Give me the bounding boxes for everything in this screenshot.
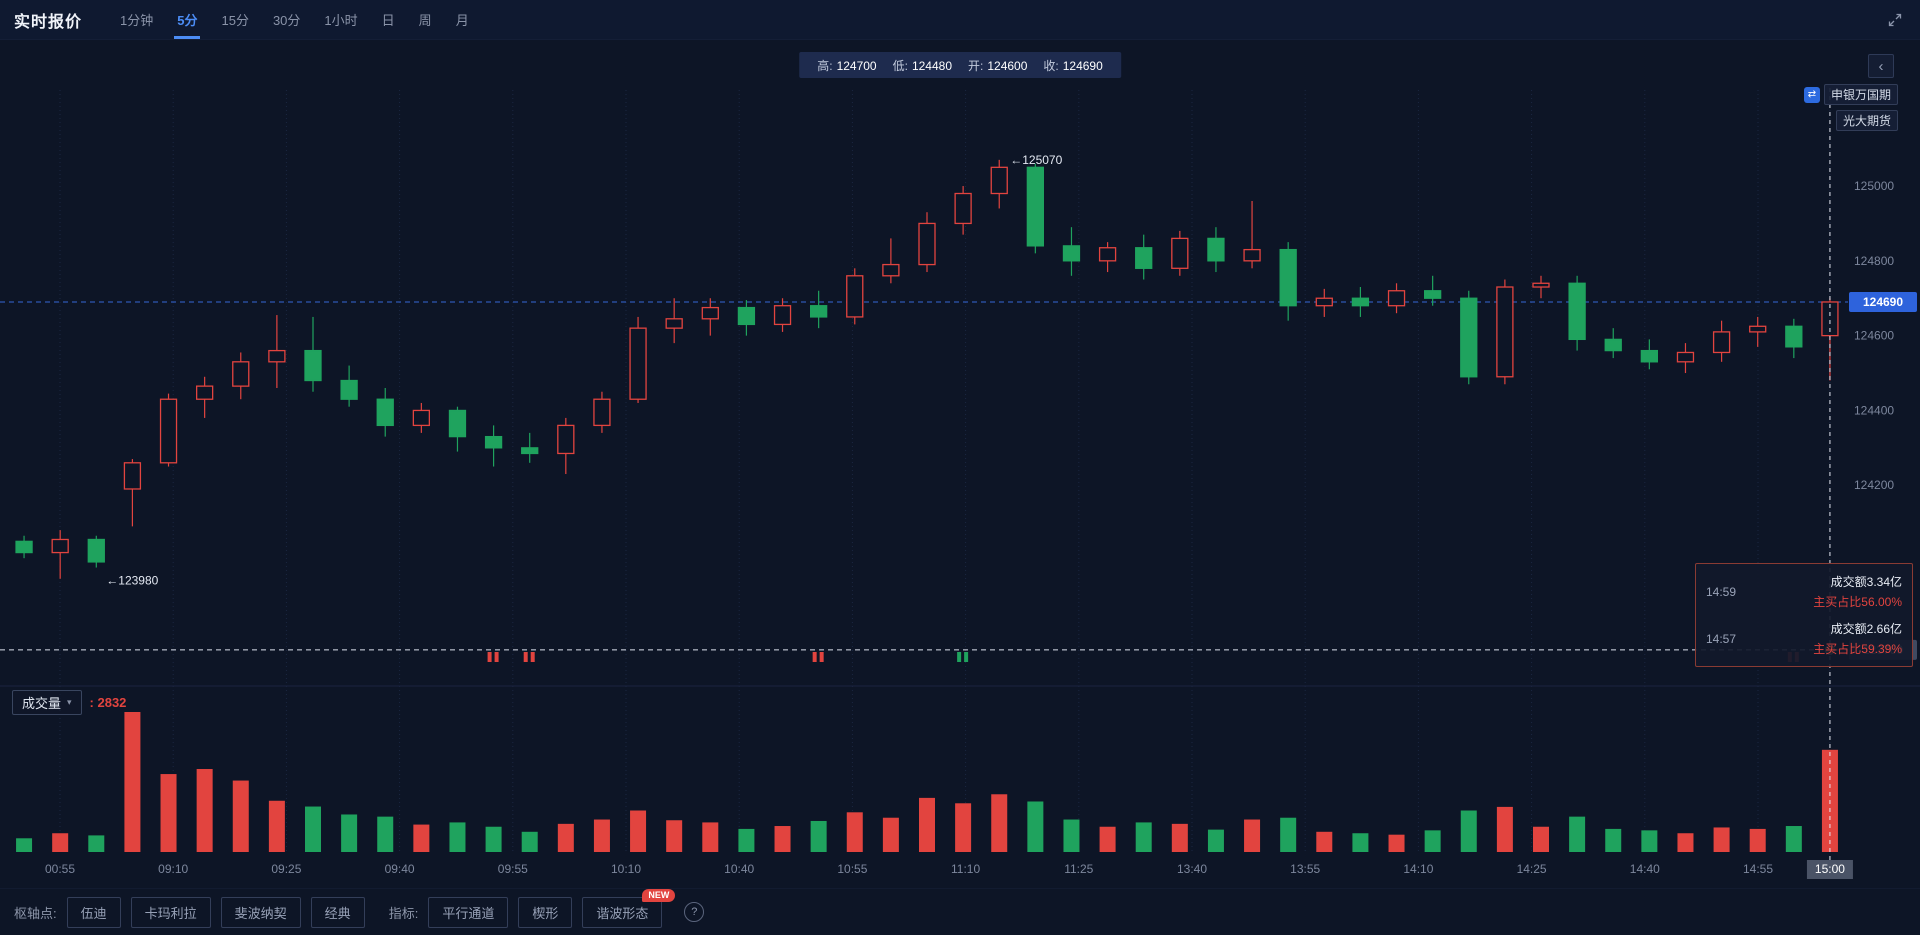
svg-text:14:10: 14:10 [1403,862,1433,876]
tooltip-time: 14:59 [1706,584,1737,599]
svg-text:←123980: ←123980 [106,574,158,588]
volume-indicator-selector[interactable]: 成交量 ▾ [12,690,82,715]
candlestick-chart[interactable]: ←125070←12398012500012480012460012440012… [0,40,1920,888]
tooltip-row: 14:57 成交额2.66亿主买占比59.39% [1696,615,1912,662]
indicator-button-0[interactable]: 平行通道 [428,896,509,928]
fullscreen-icon[interactable] [1884,9,1906,31]
svg-text:00:55: 00:55 [45,862,75,876]
chart-area: ←125070 ←123980 125000 124800 124600 124400 12… [0,40,1920,888]
top-bar: 实时报价 1分钟 5分 15分 30分 1小时 日 周 月 [0,0,1920,40]
svg-text:09:10: 09:10 [158,862,188,876]
svg-text:←125070: ←125070 [1010,153,1062,167]
broker-tag-row: ⇄ 申银万国期 [1803,84,1898,105]
signal-markers [487,652,1799,662]
svg-text:09:55: 09:55 [498,862,528,876]
svg-text:13:40: 13:40 [1177,862,1207,876]
tooltip-values: 成交额2.66亿主买占比59.39% [1813,620,1902,657]
tooltip-buy-ratio: 主买占比59.39% [1813,642,1902,656]
svg-text:124600: 124600 [1854,329,1894,343]
period-tab-1[interactable]: 5分 [174,0,201,39]
broker-tag[interactable]: 光大期货 [1835,110,1898,131]
tooltip-time: 14:57 [1706,631,1737,646]
indicator-button-2[interactable]: 谐波形态 NEW [582,888,676,928]
svg-text:14:25: 14:25 [1517,862,1547,876]
tooltip-amount: 成交额3.34亿 [1830,575,1902,589]
svg-text:10:55: 10:55 [837,862,867,876]
trade-detail-tooltip: 14:59 成交额3.34亿 主买占比56.00% 14:57 成交额2.66亿 主买占比… [1695,563,1913,667]
period-tab-3[interactable]: 30分 [272,13,301,28]
svg-text:125000: 125000 [1854,179,1894,193]
period-tab-2[interactable]: 15分 [221,13,249,28]
svg-text:14:55: 14:55 [1743,862,1773,876]
period-tab-7[interactable]: 月 [455,13,469,28]
svg-text:10:10: 10:10 [611,862,641,876]
volume-label: 成交量 [22,696,62,711]
topbar-right [1884,9,1906,31]
tooltip-row: 14:59 成交额3.34亿主买占比56.00% [1696,568,1912,615]
svg-text:11:25: 11:25 [1064,862,1093,876]
broker-swap-icon[interactable]: ⇄ [1803,86,1820,103]
collapse-panel-button[interactable]: ‹ [1868,54,1894,78]
period-tab-0[interactable]: 1分钟 [120,13,154,28]
period-tabs: 1分钟 5分 15分 30分 1小时 日 周 月 [120,0,469,39]
page-title: 实时报价 [14,13,83,31]
broker-tag[interactable]: 申银万国期 [1823,84,1898,105]
volume-series [16,712,1838,852]
svg-text:124200: 124200 [1854,478,1894,492]
svg-text:14:40: 14:40 [1630,862,1660,876]
price-annotations: ←125070 ←123980 [106,153,1062,588]
pivot-button-2[interactable]: 斐波纳契 [220,896,301,928]
pivot-button-0[interactable]: 伍迪 [66,896,121,928]
bottom-toolbar: 枢轴点: 伍迪 卡玛利拉 斐波纳契 经典 指标: 平行通道 楔形 谐波形态 NEW ? [0,888,1920,935]
time-axis: 00:55 09:10 09:25 09:40 09:55 10:10 10:40 10:55… [45,860,1853,879]
pivot-label: 枢轴点: [14,905,57,921]
tooltip-values: 成交额3.34亿主买占比56.00% [1813,573,1902,610]
svg-text:09:25: 09:25 [271,862,301,876]
pivot-buttons: 伍迪 卡玛利拉 斐波纳契 经典 [66,896,365,928]
chevron-down-icon: ▾ [67,697,72,707]
candle-series [15,159,1839,579]
indicator-label: 指标: [388,905,419,921]
tooltip-amount: 成交额2.66亿 [1830,622,1902,636]
broker-tags: ⇄ 申银万国期 光大期货 [1803,84,1898,131]
pivot-button-3[interactable]: 经典 [310,896,365,928]
indicator-buttons: 平行通道 楔形 谐波形态 NEW [428,888,676,928]
volume-pane-header: 成交量 ▾ : 2832 [12,690,126,715]
svg-text:124400: 124400 [1854,403,1894,417]
svg-text:11:10: 11:10 [951,862,980,876]
volume-value: : 2832 [89,695,127,710]
broker-tag-row: 光大期货 [1835,110,1898,131]
period-tab-4[interactable]: 1小时 [324,13,358,28]
svg-text:10:40: 10:40 [724,862,754,876]
ohlc-item-2: 开: 124600 [968,58,1028,73]
tooltip-buy-ratio: 主买占比56.00% [1813,595,1902,609]
svg-text:124690: 124690 [1863,295,1903,309]
period-tab-5[interactable]: 日 [381,13,395,28]
new-badge: NEW [642,888,676,902]
period-tab-6[interactable]: 周 [418,13,432,28]
price-axis: 125000 124800 124600 124400 124200 [1854,179,1894,492]
ohlc-item-3: 收: 124690 [1043,58,1103,73]
ohlc-item-1: 低: 124480 [892,58,952,73]
ohlc-info-bar: 高: 124700 低: 124480 开: 124600 收: 124690 [799,52,1121,78]
ohlc-item-0: 高: 124700 [817,58,877,73]
pivot-button-1[interactable]: 卡玛利拉 [130,896,211,928]
svg-text:09:40: 09:40 [385,862,415,876]
svg-text:13:55: 13:55 [1290,862,1320,876]
svg-text:124800: 124800 [1854,254,1894,268]
svg-text:15:00: 15:00 [1815,862,1845,876]
grid-lines [0,90,1920,852]
help-icon[interactable]: ? [684,902,705,922]
indicator-button-1[interactable]: 楔形 [518,896,573,928]
